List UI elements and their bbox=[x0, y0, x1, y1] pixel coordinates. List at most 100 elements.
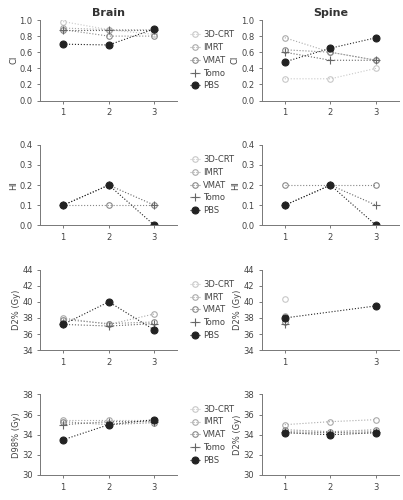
PBS bbox=[283, 59, 287, 65]
IMRT bbox=[61, 416, 66, 422]
Tomo bbox=[106, 28, 111, 34]
VMAT bbox=[283, 426, 287, 432]
Line: Tomo: Tomo bbox=[280, 48, 380, 64]
Y-axis label: HI: HI bbox=[231, 180, 240, 190]
3D-CRT bbox=[61, 18, 66, 24]
3D-CRT bbox=[106, 26, 111, 32]
Legend: 3D-CRT, IMRT, VMAT, Tomo, PBS: 3D-CRT, IMRT, VMAT, Tomo, PBS bbox=[189, 404, 234, 464]
IMRT bbox=[152, 26, 157, 32]
Y-axis label: D98% (Gy): D98% (Gy) bbox=[12, 412, 21, 458]
Line: VMAT: VMAT bbox=[282, 427, 379, 434]
PBS bbox=[61, 437, 66, 443]
Tomo bbox=[61, 322, 66, 328]
IMRT bbox=[106, 26, 111, 32]
PBS bbox=[328, 432, 333, 438]
PBS bbox=[283, 430, 287, 436]
PBS bbox=[106, 422, 111, 428]
VMAT bbox=[152, 420, 157, 426]
Line: PBS: PBS bbox=[281, 182, 380, 229]
Line: PBS: PBS bbox=[281, 429, 380, 438]
Line: IMRT: IMRT bbox=[282, 35, 379, 63]
Y-axis label: D2% (Gy): D2% (Gy) bbox=[233, 290, 242, 330]
Tomo bbox=[61, 422, 66, 428]
Y-axis label: D2% (Gy): D2% (Gy) bbox=[233, 414, 242, 455]
Y-axis label: D2% (Gy): D2% (Gy) bbox=[12, 290, 21, 330]
Line: Tomo: Tomo bbox=[59, 181, 159, 210]
IMRT bbox=[106, 416, 111, 422]
Tomo bbox=[61, 202, 66, 208]
VMAT bbox=[106, 320, 111, 326]
PBS bbox=[106, 42, 111, 48]
PBS bbox=[328, 45, 333, 51]
PBS bbox=[106, 182, 111, 188]
Tomo bbox=[61, 28, 66, 34]
Line: VMAT: VMAT bbox=[60, 419, 157, 428]
Line: PBS: PBS bbox=[281, 302, 380, 322]
Title: Brain: Brain bbox=[92, 8, 125, 18]
Legend: 3D-CRT, IMRT, VMAT, Tomo, PBS: 3D-CRT, IMRT, VMAT, Tomo, PBS bbox=[189, 280, 234, 340]
PBS bbox=[283, 202, 287, 208]
Line: IMRT: IMRT bbox=[282, 417, 379, 428]
VMAT bbox=[106, 202, 111, 208]
Line: VMAT: VMAT bbox=[60, 27, 157, 39]
PBS bbox=[328, 182, 333, 188]
Line: Tomo: Tomo bbox=[59, 26, 159, 34]
VMAT bbox=[61, 202, 66, 208]
Tomo bbox=[328, 182, 333, 188]
3D-CRT bbox=[283, 76, 287, 82]
PBS bbox=[374, 430, 378, 436]
3D-CRT bbox=[328, 76, 333, 82]
Y-axis label: CI: CI bbox=[231, 56, 240, 64]
VMAT bbox=[61, 316, 66, 322]
Line: PBS: PBS bbox=[60, 182, 158, 229]
Legend: 3D-CRT, IMRT, VMAT, Tomo, PBS: 3D-CRT, IMRT, VMAT, Tomo, PBS bbox=[189, 155, 234, 215]
VMAT bbox=[61, 26, 66, 32]
Line: VMAT: VMAT bbox=[60, 317, 157, 326]
Line: PBS: PBS bbox=[281, 34, 380, 66]
Line: Tomo: Tomo bbox=[280, 428, 380, 437]
VMAT bbox=[328, 182, 333, 188]
Line: Tomo: Tomo bbox=[59, 320, 159, 330]
Tomo bbox=[106, 418, 111, 424]
Line: 3D-CRT: 3D-CRT bbox=[60, 19, 157, 38]
PBS bbox=[152, 26, 157, 32]
VMAT bbox=[374, 182, 378, 188]
PBS bbox=[61, 202, 66, 208]
Tomo bbox=[152, 320, 157, 326]
Tomo bbox=[374, 428, 378, 434]
Line: 3D-CRT: 3D-CRT bbox=[282, 66, 379, 82]
IMRT bbox=[328, 418, 333, 424]
VMAT bbox=[328, 49, 333, 55]
PBS bbox=[283, 315, 287, 321]
3D-CRT bbox=[374, 66, 378, 71]
VMAT bbox=[152, 33, 157, 39]
VMAT bbox=[283, 47, 287, 53]
IMRT bbox=[283, 34, 287, 40]
Line: IMRT: IMRT bbox=[60, 417, 157, 422]
Legend: 3D-CRT, IMRT, VMAT, Tomo, PBS: 3D-CRT, IMRT, VMAT, Tomo, PBS bbox=[189, 30, 234, 90]
VMAT bbox=[283, 182, 287, 188]
Line: VMAT: VMAT bbox=[282, 182, 379, 188]
PBS bbox=[152, 327, 157, 333]
IMRT bbox=[152, 311, 157, 317]
Tomo bbox=[328, 58, 333, 64]
Tomo bbox=[152, 28, 157, 34]
Line: IMRT: IMRT bbox=[60, 311, 157, 327]
PBS bbox=[374, 34, 378, 40]
Tomo bbox=[106, 182, 111, 188]
VMAT bbox=[328, 428, 333, 434]
Line: VMAT: VMAT bbox=[282, 47, 379, 63]
PBS bbox=[61, 41, 66, 47]
VMAT bbox=[106, 33, 111, 39]
3D-CRT bbox=[152, 32, 157, 38]
PBS bbox=[374, 303, 378, 309]
VMAT bbox=[152, 202, 157, 208]
Tomo bbox=[374, 202, 378, 208]
IMRT bbox=[61, 315, 66, 321]
Tomo bbox=[152, 418, 157, 424]
PBS bbox=[152, 416, 157, 422]
Title: Spine: Spine bbox=[313, 8, 348, 18]
Line: VMAT: VMAT bbox=[60, 202, 157, 208]
IMRT bbox=[61, 25, 66, 31]
Line: Tomo: Tomo bbox=[59, 418, 159, 429]
